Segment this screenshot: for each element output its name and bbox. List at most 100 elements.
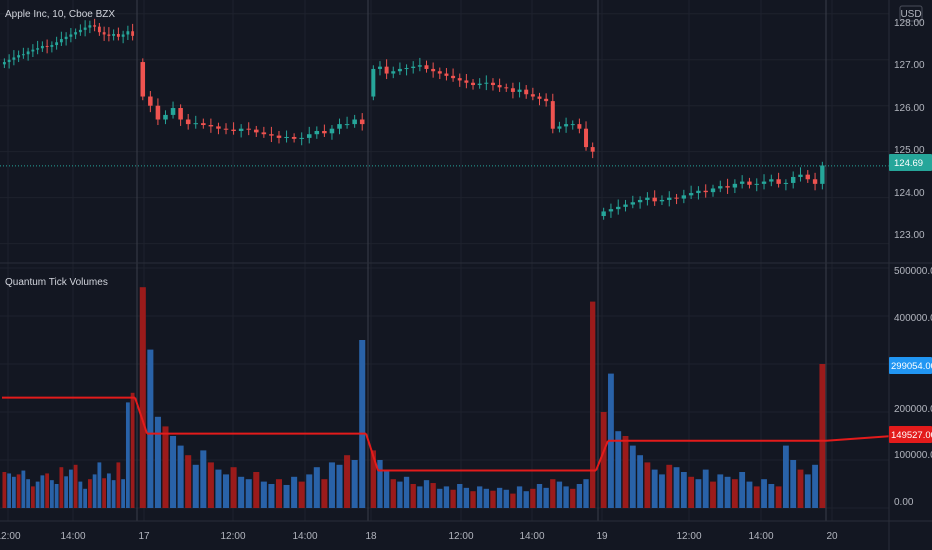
volume-bar [430,483,436,508]
candle-body [718,186,723,189]
volume-bar [622,436,629,508]
candle-body [50,45,54,47]
volume-bar [583,479,589,508]
price-tick-label: 128.00 [894,18,925,29]
candle-body [404,68,409,70]
volume-bar [21,470,26,508]
candle-body [83,27,87,30]
candle-body [36,48,40,50]
time-tick-label: 14:00 [292,531,317,542]
volume-bar [797,469,804,508]
candle-body [544,98,549,102]
time-axis[interactable]: 12:00 14:00 17 12:00 14:00 18 12:00 14:0… [0,531,838,542]
candle-body [163,114,168,120]
candle-body [12,57,16,60]
volume-bar [761,479,767,508]
candle-body [59,39,63,43]
candle-body [550,101,555,129]
volume-bar [97,462,102,508]
candle-body [391,71,396,74]
volume-tick-label: 400000.00 [894,313,932,324]
candle-body [384,66,389,74]
volume-bar [306,474,313,508]
candle-body [630,202,635,205]
volume-bar [106,473,111,508]
volume-bar [238,476,245,508]
candle-body [652,197,657,202]
candle-body [637,199,643,203]
candle-body [424,65,429,69]
volume-bar [59,467,64,508]
volume-bar [162,426,169,508]
candle-body [121,34,125,37]
volume-bars [2,287,826,508]
volume-bar [600,412,607,508]
candle-body [193,123,199,125]
candle-body [78,29,82,33]
candle-body [557,126,562,129]
candle-body [155,105,161,120]
volume-tick-label: 500000.00 [894,266,932,277]
volume-bar [130,392,135,508]
candle-body [616,206,621,210]
candle-body [254,129,259,133]
volume-bar [659,474,665,508]
volume-bar [351,460,358,508]
volume-bar [590,301,596,508]
candle-body [352,119,357,125]
volume-bar [666,464,673,508]
time-tick-label: 14:00 [519,531,544,542]
volume-bar [410,484,416,508]
candle-body [261,132,267,135]
candle-body [371,68,376,97]
volume-bar [695,479,702,508]
volume-bar [125,402,130,508]
volume-bar [147,349,154,508]
volume-bar [782,445,789,508]
volume-bar [651,469,658,508]
volume-bar [359,340,366,508]
volume-bar [717,474,724,508]
last-price-value: 124.69 [894,158,923,169]
candle-body [397,68,402,72]
average-volume-step [595,440,609,471]
candle-body [451,75,456,79]
candle-body [322,131,327,134]
volume-bar [344,455,351,508]
candle-body [577,124,582,129]
candle-body [284,136,289,138]
volume-bar [26,479,31,508]
candle-body [88,25,92,28]
candle-body [798,174,803,177]
volume-bar [463,487,470,508]
average-volume-tag: 149527.00 [889,426,932,443]
candle-body [667,197,672,200]
candle-body [93,25,97,27]
volume-bar [775,486,782,508]
volume-bar [556,481,563,508]
candle-body [170,108,176,115]
time-tick-label: 17 [138,531,150,542]
candle-body [504,87,509,89]
currency-badge[interactable]: USD [899,5,923,22]
candle-body [344,124,350,126]
volume-bar [298,481,305,508]
candle-body [783,182,789,184]
volume-bar [253,472,260,508]
volume-bar [576,484,583,508]
average-volume-line [2,396,890,472]
candle-body [805,174,810,180]
volume-bar [702,469,709,508]
last-volume-tag: 299054.00 [889,357,932,374]
volume-bar [688,476,695,508]
volume-bar [680,472,687,508]
price-axis[interactable]: 128.00 127.00 126.00 125.00 124.00 123.0… [894,18,925,241]
candle-body [564,124,569,127]
volume-bar [245,479,252,508]
candle-body [510,88,515,92]
volume-bar [673,467,680,508]
volume-bar [523,491,529,508]
volume-axis[interactable]: 500000.00 400000.00 200000.00 100000.00 … [894,266,932,508]
volume-bar [54,484,59,508]
